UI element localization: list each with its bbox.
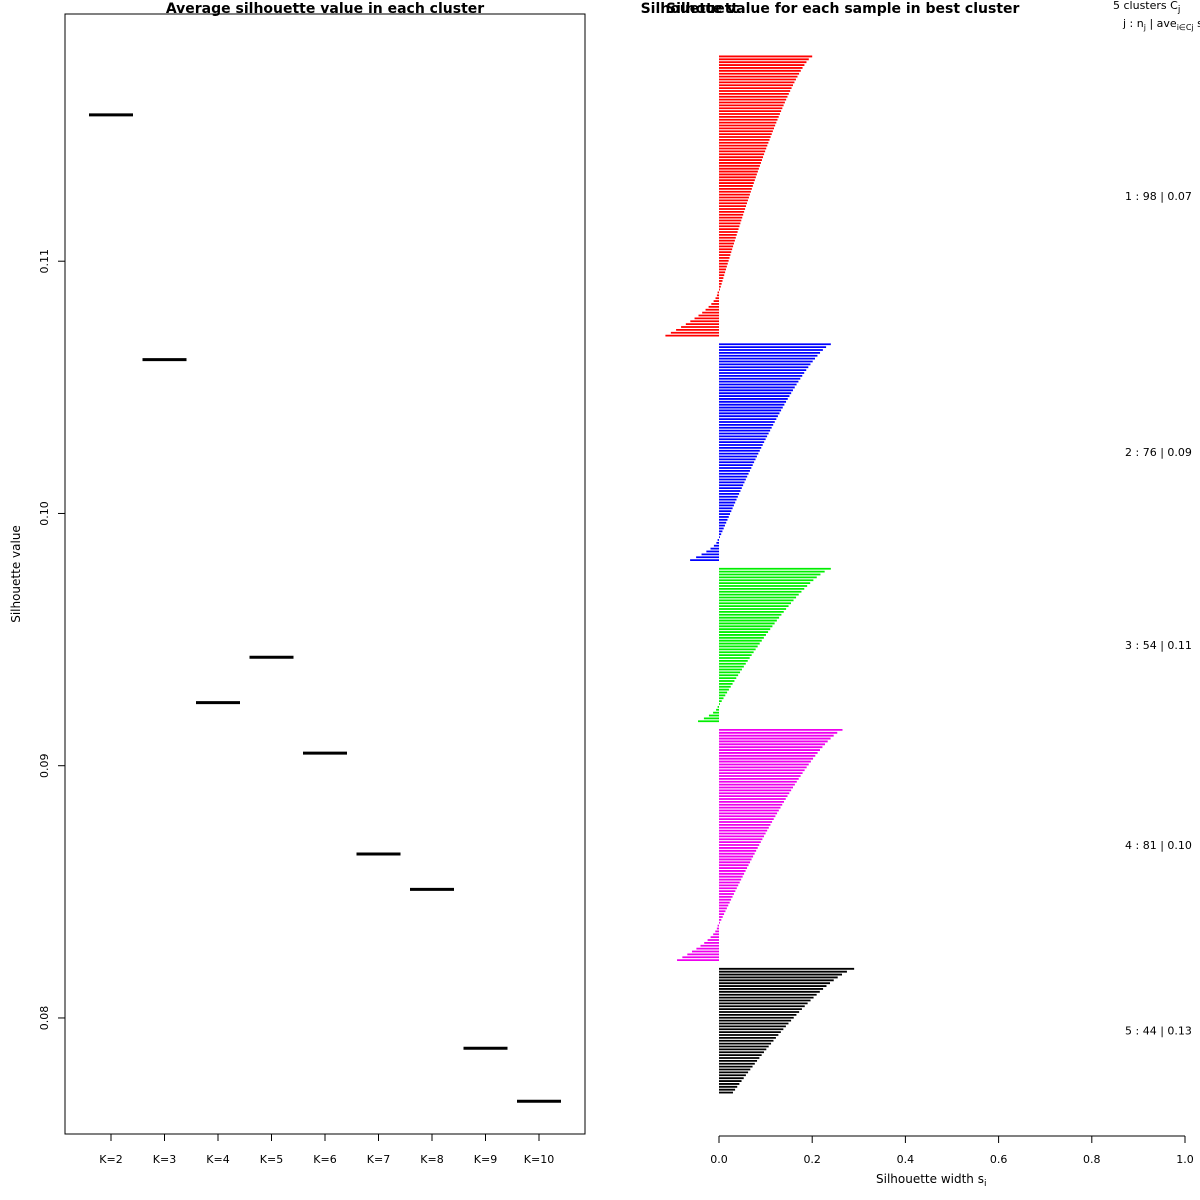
left-x-tick-label: K=8 xyxy=(420,1153,443,1166)
right-x-axis: 0.0 0.2 0.4 0.6 0.8 1.0 xyxy=(710,1135,1194,1166)
left-x-tick-label: K=2 xyxy=(99,1153,122,1166)
legend-header-line2: j : nj | avei∈Cj s xyxy=(1122,17,1200,32)
right-title-overlap-fragment: Silhouett xyxy=(666,1,738,17)
right-x-tick-label: 0.0 xyxy=(710,1153,728,1166)
left-y-tick-label: 0.10 xyxy=(38,501,51,526)
right-silhouette-bars xyxy=(665,55,855,1094)
left-y-axis: 0.08 0.09 0.10 0.11 xyxy=(38,249,66,1031)
left-panel: Average silhouette value in each cluster… xyxy=(9,1,586,1166)
left-data-marks xyxy=(89,113,561,1103)
cluster-summary-3: 3 : 54 | 0.11 xyxy=(1125,639,1192,652)
cluster-summary-1: 1 : 98 | 0.07 xyxy=(1125,190,1192,203)
left-y-tick-label: 0.11 xyxy=(38,249,51,274)
left-y-axis-label: Silhouette value xyxy=(9,525,23,623)
cluster-summary-5: 5 : 44 | 0.13 xyxy=(1125,1025,1192,1038)
left-plot-box xyxy=(64,13,586,1135)
right-x-tick-label: 0.6 xyxy=(990,1153,1008,1166)
right-x-tick-label: 1.0 xyxy=(1176,1153,1194,1166)
left-x-tick-label: K=9 xyxy=(474,1153,497,1166)
left-x-tick-label: K=3 xyxy=(153,1153,176,1166)
left-x-tick-label: K=5 xyxy=(260,1153,283,1166)
left-x-axis: K=2 K=3 K=4 K=5 K=6 K=7 K=8 K=9 K=10 xyxy=(99,1133,554,1166)
left-x-tick-label: K=6 xyxy=(313,1153,336,1166)
cluster-summaries: 1 : 98 | 0.07 2 : 76 | 0.09 3 : 54 | 0.11 4… xyxy=(1125,190,1192,1038)
legend-header: 5 clusters Cj j : nj | avei∈Cj s xyxy=(1113,0,1200,32)
right-x-tick-label: 0.4 xyxy=(897,1153,915,1166)
left-y-tick-label: 0.09 xyxy=(38,753,51,778)
right-panel: Silhouett Silhouette value for each samp… xyxy=(641,0,1200,1189)
left-y-tick-label: 0.08 xyxy=(38,1006,51,1031)
left-x-tick-label: K=10 xyxy=(524,1153,554,1166)
left-x-tick-label: K=4 xyxy=(206,1153,229,1166)
right-x-tick-label: 0.2 xyxy=(803,1153,821,1166)
legend-header-line1: 5 clusters Cj xyxy=(1113,0,1180,15)
right-x-tick-label: 0.8 xyxy=(1083,1153,1101,1166)
cluster-summary-4: 4 : 81 | 0.10 xyxy=(1125,839,1192,852)
right-chart-title: Silhouette value for each sample in best… xyxy=(641,1,1020,17)
left-chart-title: Average silhouette value in each cluster xyxy=(166,1,484,17)
right-x-axis-label: Silhouette width si xyxy=(876,1172,987,1189)
cluster-summary-2: 2 : 76 | 0.09 xyxy=(1125,446,1192,459)
left-x-tick-label: K=7 xyxy=(367,1153,390,1166)
